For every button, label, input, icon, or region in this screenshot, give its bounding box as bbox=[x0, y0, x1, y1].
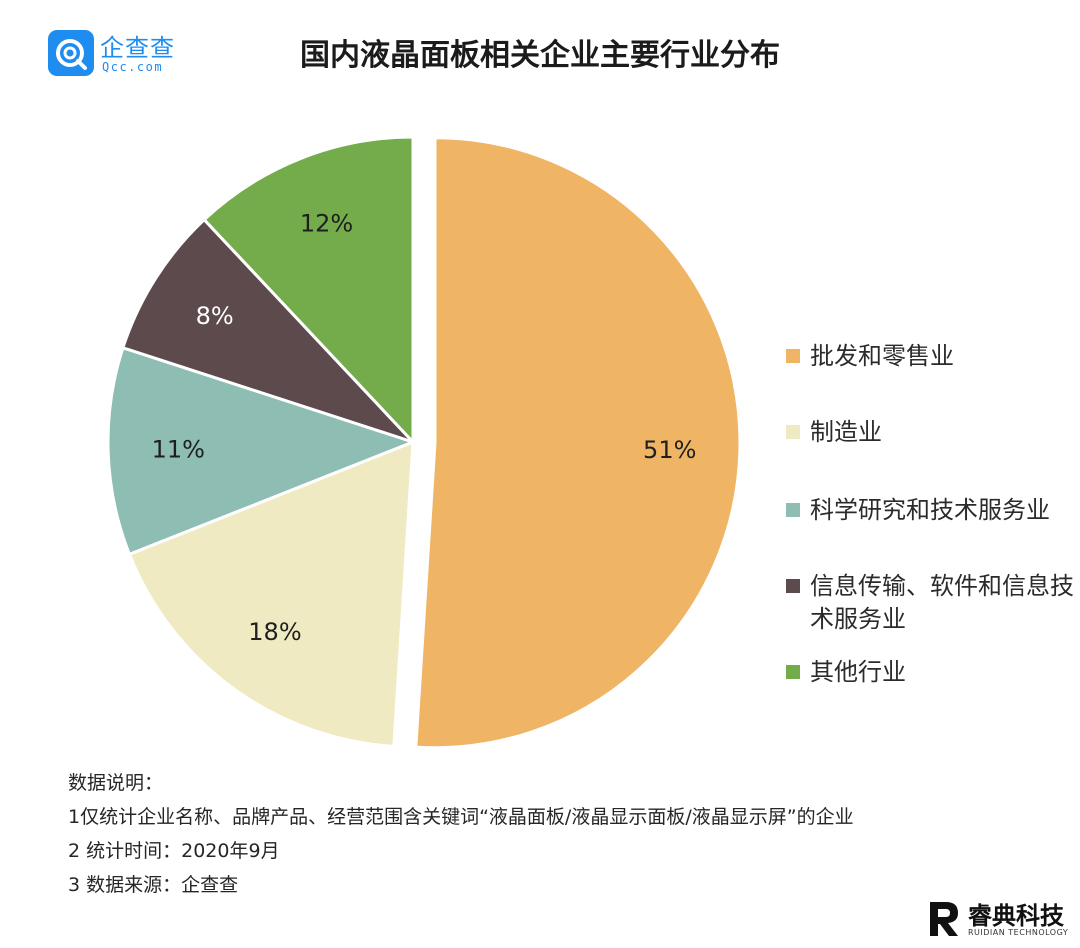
legend-label: 制造业 bbox=[810, 418, 882, 446]
ruidian-logo: 睿典科技 RUIDIAN TECHNOLOGY bbox=[926, 896, 1076, 942]
legend-item-it: 信息传输、软件和信息技术服务业 bbox=[786, 570, 1080, 636]
pie-slice-manufacturing bbox=[127, 439, 415, 748]
legend-swatch bbox=[786, 665, 800, 679]
data-label-wholesale: 51% bbox=[643, 436, 696, 464]
notes-line-2: 2 统计时间：2020年9月 bbox=[68, 840, 280, 862]
notes-line-3: 3 数据来源：企查查 bbox=[68, 874, 239, 896]
pie-slice-wholesale bbox=[414, 136, 742, 750]
legend-swatch bbox=[786, 425, 800, 439]
legend: 批发和零售业 制造业 科学研究和技术服务业 信息传输、软件和信息技术服务业 其他… bbox=[786, 340, 1080, 689]
notes-heading: 数据说明： bbox=[68, 772, 164, 794]
pie-slice-research bbox=[106, 345, 418, 557]
legend-swatch bbox=[786, 349, 800, 363]
legend-swatch bbox=[786, 503, 800, 517]
logo-text-en: Qcc.com bbox=[102, 60, 164, 74]
data-label-other: 12% bbox=[300, 210, 353, 238]
notes-line-1: 1仅统计企业名称、品牌产品、经营范围含关键词“液晶面板/液晶显示面板/液晶显示屏… bbox=[68, 806, 854, 828]
data-label-it: 8% bbox=[196, 302, 234, 330]
logo-text-cn: 企查查 bbox=[100, 34, 175, 62]
legend-label: 科学研究和技术服务业 bbox=[810, 496, 1050, 524]
qcc-logo: 企查查 Qcc.com bbox=[48, 28, 188, 80]
legend-label: 其他行业 bbox=[810, 658, 906, 686]
qcc-logo-icon bbox=[48, 30, 94, 76]
data-notes: 数据说明： 1仅统计企业名称、品牌产品、经营范围含关键词“液晶面板/液晶显示面板… bbox=[68, 766, 854, 902]
ruidian-logo-icon bbox=[930, 902, 958, 936]
legend-item-research: 科学研究和技术服务业 bbox=[786, 494, 1080, 527]
pie-slice-other bbox=[202, 135, 415, 446]
pie-slice-it bbox=[121, 217, 415, 444]
brand-text-cn: 睿典科技 bbox=[968, 902, 1064, 930]
legend-label: 信息传输、软件和信息技术服务业 bbox=[810, 572, 1074, 633]
legend-item-other: 其他行业 bbox=[786, 656, 1080, 689]
legend-label: 批发和零售业 bbox=[810, 342, 954, 370]
data-label-manufacturing: 18% bbox=[248, 618, 301, 646]
chart-title: 国内液晶面板相关企业主要行业分布 bbox=[300, 38, 780, 73]
brand-text-en: RUIDIAN TECHNOLOGY bbox=[968, 928, 1069, 937]
legend-swatch bbox=[786, 579, 800, 593]
legend-item-manufacturing: 制造业 bbox=[786, 416, 1080, 449]
legend-item-wholesale: 批发和零售业 bbox=[786, 340, 1080, 373]
data-label-research: 11% bbox=[152, 435, 205, 463]
